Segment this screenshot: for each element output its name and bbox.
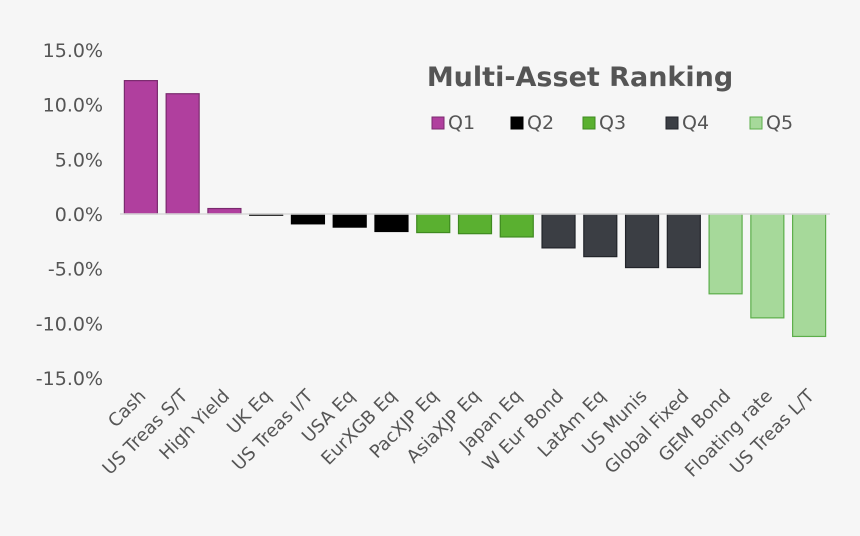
bar [792, 213, 827, 338]
y-tick-label: -5.0% [48, 259, 103, 281]
bar [624, 213, 660, 269]
legend-swatch [510, 116, 524, 130]
legend-swatch [582, 116, 596, 130]
legend-label: Q1 [448, 112, 475, 134]
bar [541, 213, 576, 249]
legend-swatch [431, 116, 445, 130]
legend-label: Q5 [766, 112, 793, 134]
y-tick-label: -15.0% [36, 368, 103, 390]
y-tick-label: 15.0% [43, 40, 103, 62]
y-axis: 15.0% 10.0% 5.0% 0.0% -5.0% -10.0% -15.0% [36, 40, 103, 390]
bar [123, 80, 158, 215]
bar [290, 213, 326, 225]
bar [165, 93, 200, 215]
legend-swatch [749, 116, 763, 130]
bar [708, 213, 743, 295]
y-tick-label: 10.0% [43, 95, 103, 117]
bar [416, 213, 451, 234]
legend-swatch [665, 116, 679, 130]
chart-title: Multi-Asset Ranking [427, 62, 733, 93]
y-tick-label: 5.0% [55, 149, 103, 171]
legend-label: Q2 [527, 112, 554, 134]
y-tick-label: 0.0% [55, 204, 103, 226]
bar [750, 213, 785, 319]
bar [666, 213, 701, 269]
legend-label: Q3 [599, 112, 626, 134]
legend-label: Q4 [682, 112, 709, 134]
bar [332, 213, 367, 228]
y-tick-label: -10.0% [36, 313, 103, 335]
bar [457, 213, 493, 235]
legend: Q1 Q2 Q3 Q4 Q5 [431, 112, 793, 134]
bar [583, 213, 618, 258]
bar [207, 207, 242, 215]
bar [499, 213, 534, 238]
bar [374, 213, 409, 233]
bars [123, 80, 827, 338]
